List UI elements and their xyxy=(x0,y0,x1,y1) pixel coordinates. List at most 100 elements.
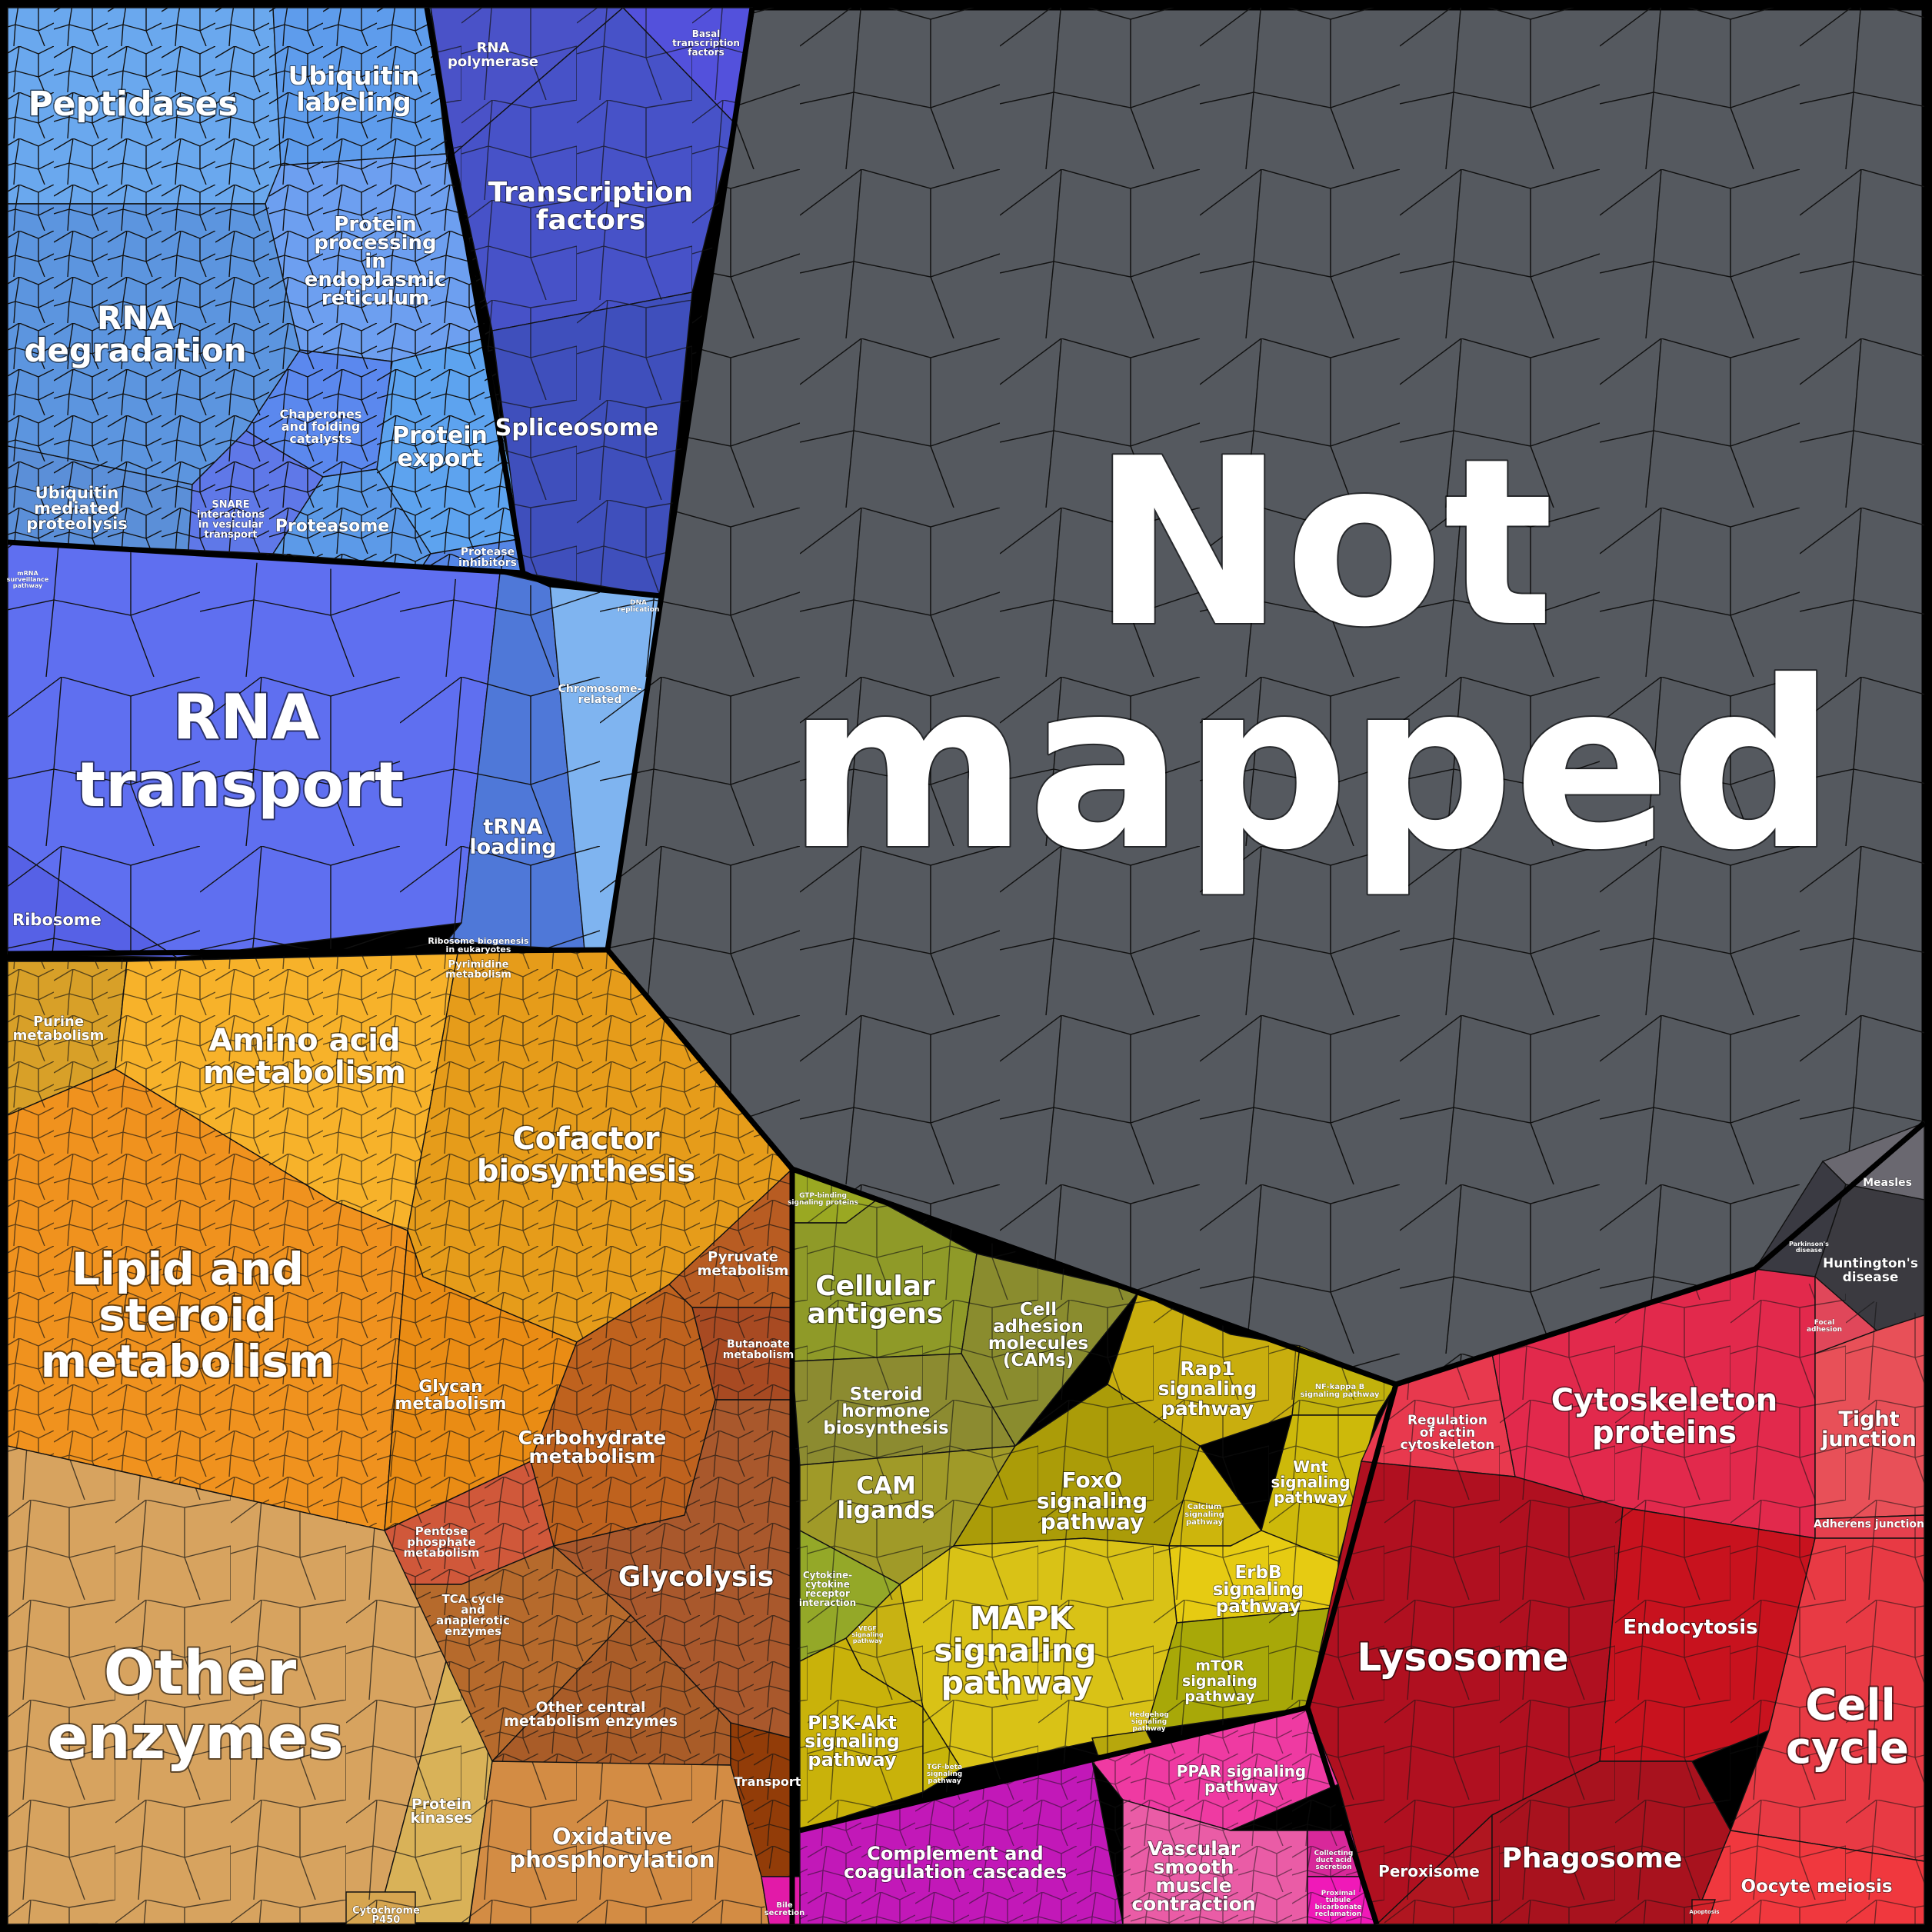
transcription-pattern xyxy=(431,8,752,596)
vascular-label-2: smooth xyxy=(1153,1856,1234,1878)
other-central-label-1: Other central xyxy=(535,1699,645,1716)
tight-junction-label-1: Tight xyxy=(1838,1407,1899,1431)
tca-label-2: and xyxy=(461,1603,485,1617)
calcium-label-1: Calcium xyxy=(1188,1503,1221,1511)
erbb-label-1: ErbB xyxy=(1234,1563,1281,1583)
regulation-actin-label-3: cytoskeleton xyxy=(1401,1437,1495,1453)
vascular-label-3: muscle xyxy=(1155,1874,1231,1897)
other-enzymes-label-2: enzymes xyxy=(47,1704,343,1773)
rna-polymerase-label-2: polymerase xyxy=(448,54,538,70)
chaperones-label-2: and folding xyxy=(281,419,360,434)
rna-transport-pattern xyxy=(8,542,661,954)
glycan-label-2: metabolism xyxy=(395,1394,506,1414)
endocytosis-label: Endocytosis xyxy=(1623,1616,1757,1639)
protein-processing-label-1: Protein xyxy=(334,213,416,236)
pyrimidine-label-2: metabolism xyxy=(445,969,511,981)
proximal-tubule-label-2: tubule xyxy=(1326,1897,1351,1904)
protease-inhibitors-label-2: inhibitors xyxy=(458,557,517,569)
rna-polymerase-label-1: RNA xyxy=(477,40,510,56)
cellular-antigens-label-2: antigens xyxy=(808,1298,944,1330)
calcium-label-3: pathway xyxy=(1186,1518,1223,1527)
tca-label-1: TCA cycle xyxy=(442,1592,505,1606)
proteasome-label: Proteasome xyxy=(275,517,389,536)
pentose-label-1: Pentose xyxy=(415,1524,468,1538)
protein-export-label-1: Protein xyxy=(392,422,488,449)
cofactor-label-2: biosynthesis xyxy=(477,1154,695,1189)
cam-ligands-label-2: ligands xyxy=(837,1497,934,1524)
erbb-label-3: pathway xyxy=(1216,1597,1301,1617)
spliceosome-label: Spliceosome xyxy=(495,415,658,441)
oxidative-phosphorylation-label-1: Oxidative xyxy=(552,1824,672,1850)
calcium-label-2: signaling xyxy=(1184,1511,1224,1519)
foxo-label-1: FoxO xyxy=(1061,1467,1122,1493)
proximal-tubule-label-3: bicarbonate xyxy=(1315,1904,1362,1911)
focal-adhesion-label-2: adhesion xyxy=(1807,1326,1842,1334)
focal-adhesion-label-1: Focal xyxy=(1814,1319,1834,1327)
snare-label-4: transport xyxy=(204,529,257,541)
dna-replication-label-1: DNA xyxy=(630,599,647,607)
lipid-steroid-label-3: metabolism xyxy=(41,1335,335,1387)
foxo-label-2: signaling xyxy=(1037,1488,1148,1514)
carbohydrate-label-2: metabolism xyxy=(529,1445,656,1467)
cams-label-3: molecules xyxy=(988,1334,1088,1354)
pi3k-akt-label-2: signaling xyxy=(804,1730,900,1752)
transport-metab-label: Transport xyxy=(734,1774,801,1789)
ubiquitin-labeling-label-1: Ubiquitin xyxy=(288,61,420,91)
mrna-surveillance-label-2: surveillance xyxy=(7,576,49,583)
pi3k-akt-label-3: pathway xyxy=(808,1749,897,1770)
purine-metabolism-label-1: Purine xyxy=(33,1014,84,1030)
oxidative-phosphorylation-label-2: phosphorylation xyxy=(509,1847,715,1873)
cytokine-label-3: receptor xyxy=(805,1588,850,1599)
measles-label: Measles xyxy=(1863,1177,1912,1189)
not-mapped-label-2: mapped xyxy=(788,632,1836,901)
trna-loading-label-1: tRNA xyxy=(483,815,542,839)
tca-label-3: anaplerotic xyxy=(436,1614,510,1627)
bile-label-2: secretion xyxy=(764,1909,805,1917)
amino-acid-label-2: metabolism xyxy=(203,1055,406,1091)
protein-processing-label-3: in xyxy=(365,250,385,273)
ppar-label-2: pathway xyxy=(1204,1777,1278,1796)
complement-label-1: Complement and xyxy=(867,1843,1043,1864)
cytokine-label-4: interaction xyxy=(799,1597,856,1608)
rna-degradation-label-1: RNA xyxy=(97,299,174,337)
gtp-binding-label-2: signaling proteins xyxy=(788,1199,858,1207)
rna-degradation-label-2: degradation xyxy=(24,331,246,369)
glycan-label-1: Glycan xyxy=(418,1377,483,1397)
regulation-actin-label-2: of actin xyxy=(1420,1425,1476,1441)
parkinsons-label-1: Parkinson's xyxy=(1789,1241,1829,1247)
protein-processing-label-4: endoplasmic xyxy=(305,268,447,291)
mtor-label-3: pathway xyxy=(1184,1688,1255,1705)
nfkb-label-2: signaling pathway xyxy=(1300,1391,1380,1399)
mapk-label-1: MAPK xyxy=(970,1600,1075,1637)
oocyte-meiosis-label: Oocyte meiosis xyxy=(1740,1877,1892,1897)
rap1-label-1: Rap1 xyxy=(1180,1357,1234,1380)
signaling-pattern xyxy=(792,1169,1396,1830)
pyrimidine-label-1: Pyrimidine xyxy=(448,959,509,971)
trna-loading-label-2: loading xyxy=(469,835,556,859)
snare-label-3: in vesicular xyxy=(198,519,264,531)
mtor-label-2: signaling xyxy=(1182,1673,1257,1690)
cytokine-label-2: cytokine xyxy=(805,1579,850,1590)
cams-label-4: (CAMs) xyxy=(1003,1351,1074,1371)
mapk-label-2: signaling xyxy=(934,1632,1096,1669)
tgf-beta-label-2: signaling xyxy=(927,1770,962,1778)
pentose-label-3: metabolism xyxy=(404,1546,480,1560)
cell-cycle-label-2: cycle xyxy=(1786,1724,1909,1774)
lipid-steroid-label-1: Lipid and xyxy=(72,1243,304,1295)
pyruvate-label-1: Pyruvate xyxy=(708,1249,778,1265)
steroid-hormone-label-2: hormone xyxy=(841,1401,930,1421)
steroid-hormone-label-1: Steroid xyxy=(850,1384,923,1404)
chaperones-label-1: Chaperones xyxy=(280,407,362,421)
metabolism-pattern xyxy=(8,950,792,1877)
cytochrome-p450-label-1: Cytochrome xyxy=(352,1905,420,1917)
cytochrome-p450-label-2: P450 xyxy=(372,1914,401,1926)
pi3k-akt-label-1: PI3K-Akt xyxy=(808,1712,897,1734)
hedgehog-label-1: Hedgehog xyxy=(1129,1711,1169,1719)
protein-kinases-label-1: Protein xyxy=(411,1796,471,1813)
other-enzymes-label-1: Other xyxy=(104,1639,297,1708)
pyruvate-label-2: metabolism xyxy=(698,1263,789,1279)
ribosome-biogenesis-label-2: in eukaryotes xyxy=(446,944,511,954)
ribosome-label: Ribosome xyxy=(12,911,102,929)
basal-tf-label-3: factors xyxy=(688,47,724,58)
